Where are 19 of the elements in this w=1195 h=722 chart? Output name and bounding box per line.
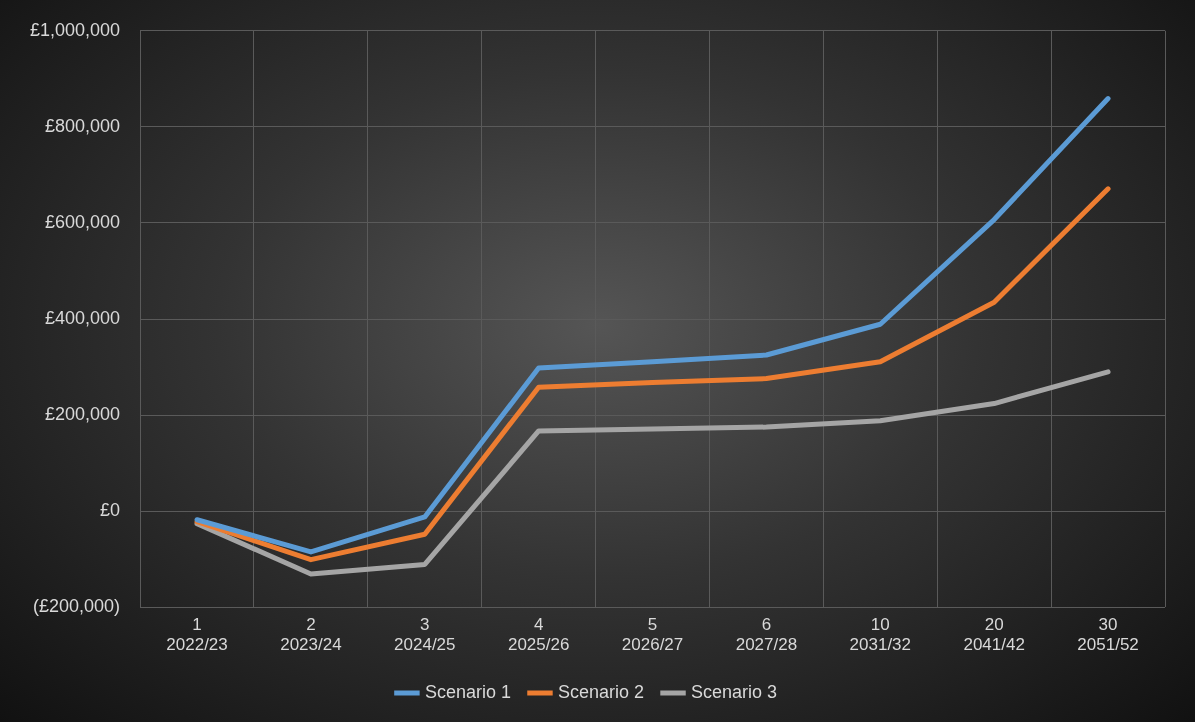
- x-tick-label: 10 2031/32: [849, 615, 912, 655]
- x-tick-label: 6 2027/28: [735, 615, 798, 655]
- x-tick-label: 3 2024/25: [394, 615, 456, 655]
- y-tick-label: £800,000: [45, 115, 121, 136]
- y-tick-label: £0: [100, 500, 121, 521]
- y-tick-label: £1,000,000: [29, 19, 121, 40]
- x-tick-label: 20 2041/42: [963, 615, 1025, 655]
- y-tick-label: £400,000: [45, 307, 121, 328]
- x-tick-label: 2 2023/24: [280, 615, 342, 655]
- legend-label: Scenario 2: [557, 681, 645, 702]
- y-tick-label: (£200,000): [33, 596, 121, 617]
- x-tick-label: 30 2051/52: [1077, 615, 1139, 655]
- x-tick-label: 4 2025/26: [507, 615, 570, 655]
- y-tick-label: £600,000: [45, 211, 121, 232]
- x-tick-label: 1 2022/23: [166, 615, 228, 655]
- legend-label: Scenario 1: [424, 681, 511, 702]
- x-tick-label: 5 2026/27: [621, 615, 684, 655]
- legend-label: Scenario 3: [691, 681, 778, 702]
- y-tick-label: £200,000: [45, 404, 121, 425]
